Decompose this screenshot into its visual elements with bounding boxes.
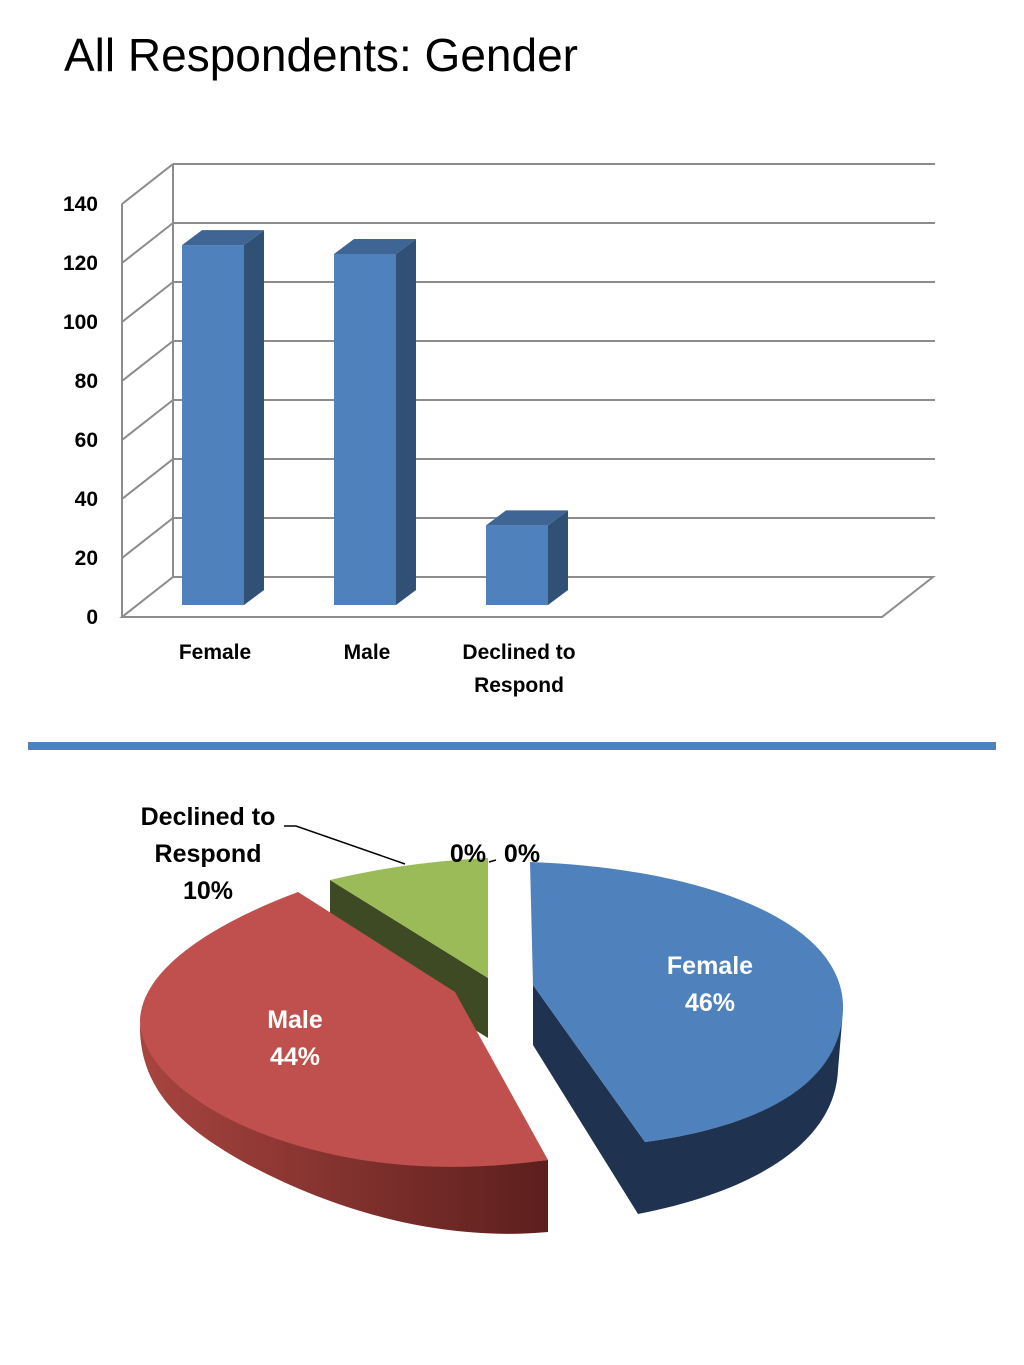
bar-side-face [396, 238, 416, 605]
y-tick-label: 100 [63, 311, 98, 334]
pie-zero-leader [488, 859, 497, 863]
pie-slice-male [139, 892, 548, 1234]
gridline-side [121, 163, 174, 205]
gridline-side [121, 517, 174, 559]
y-tick-label: 60 [75, 429, 98, 452]
pie-label-male: 44% [270, 1043, 320, 1071]
pie-label-declined: Respond [155, 840, 262, 868]
x-category-label: Male [344, 641, 391, 664]
pie-label-declined: Declined to [141, 803, 276, 831]
y-tick-label: 40 [75, 488, 98, 511]
bar-front-face [334, 253, 396, 605]
x-category-label: Female [179, 641, 251, 664]
pie-label-male: Male [267, 1006, 323, 1034]
gridline-side [121, 458, 174, 500]
gridline-side [121, 281, 174, 323]
y-tick-label: 20 [75, 547, 98, 570]
pie-slice-side [139, 1020, 548, 1234]
bar-top-face [334, 238, 416, 254]
x-category-label: Respond [474, 674, 564, 697]
x-category-label: Declined to [462, 641, 575, 664]
gridline-side [121, 340, 174, 382]
bar-side-face [548, 510, 568, 605]
pie-zero-label: 0% [450, 840, 486, 868]
pie-slice-top [140, 892, 548, 1167]
y-tick-label: 140 [63, 193, 98, 216]
pie-slice-top [530, 862, 844, 1142]
pie-slice-top [330, 858, 488, 978]
bar-front-face [486, 525, 548, 605]
y-tick-label: 120 [63, 252, 98, 275]
bar-chart: 0 20 40 60 80 100 120 140 Female Male Declined to R… [63, 163, 936, 697]
y-tick-label: 0 [86, 606, 98, 629]
bar-floor [119, 576, 936, 618]
page-title: All Respondents: Gender [64, 29, 578, 81]
pie-label-female: 46% [685, 989, 735, 1017]
bar-side-face [244, 230, 264, 605]
pie-slice-female [530, 862, 844, 1214]
bar-top-face [182, 230, 264, 246]
bar-female [182, 230, 264, 605]
bar-front-face [182, 245, 244, 605]
bar-top-face [486, 510, 568, 526]
pie-leader-line [284, 825, 406, 865]
bar-declined-to-respond [486, 510, 568, 605]
pie-slice-side [533, 985, 843, 1214]
bar-male [334, 238, 416, 605]
bar-grid [119, 163, 936, 618]
pie-label-declined: 10% [183, 877, 233, 905]
gridline-side [121, 399, 174, 441]
y-tick-label: 80 [75, 370, 98, 393]
pie-zero-label: 0% [504, 840, 540, 868]
pie-label-female: Female [667, 952, 753, 980]
section-divider [28, 742, 996, 750]
gridline-side [121, 222, 174, 264]
